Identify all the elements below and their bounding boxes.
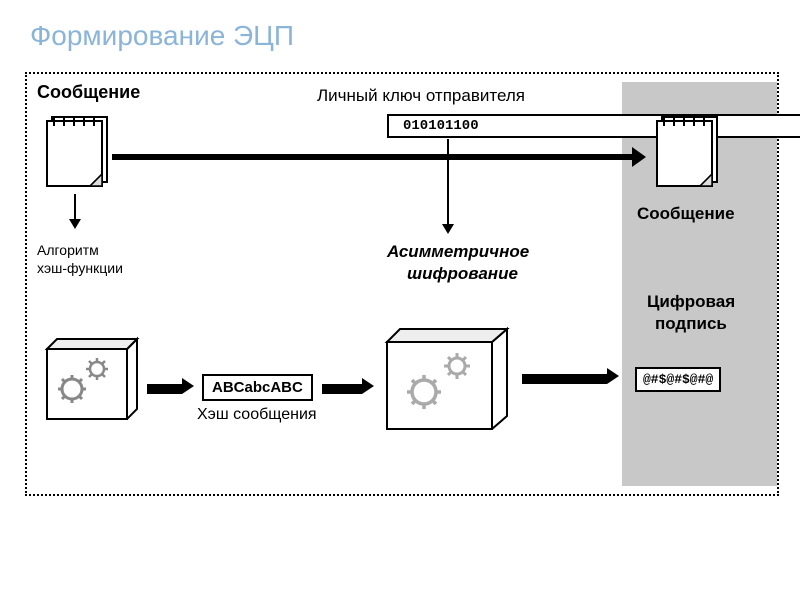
message-label-left: Сообщение <box>37 82 140 103</box>
hash-box-icon <box>42 334 142 429</box>
private-key-label: Личный ключ отправителя <box>317 86 525 106</box>
hash-algo-label-2: хэш-функции <box>37 260 123 276</box>
key-bits-box: 010101100 <box>387 114 800 138</box>
arrow-hash-1 <box>147 384 182 394</box>
sig-value-box: @#$@#$@#@ <box>635 367 721 392</box>
arrow-sig <box>522 374 607 384</box>
key-bits-value: 010101100 <box>403 118 479 134</box>
digital-sig-label-2: подпись <box>655 314 727 334</box>
asym-enc-label-1: Асимметричное <box>387 242 529 262</box>
encrypt-box-icon <box>382 324 512 439</box>
hash-value-box: ABCabcABC <box>202 374 313 401</box>
key-down-arrow <box>447 139 449 224</box>
down-arrow-left <box>74 194 76 219</box>
notepad-left-icon <box>42 109 112 194</box>
notepad-right-icon <box>652 109 722 194</box>
hash-msg-label: Хэш сообщения <box>197 406 317 424</box>
hash-algo-label-1: Алгоритм <box>37 242 99 258</box>
diagram-container: Сообщение Личный ключ отправителя 010101… <box>25 72 779 496</box>
hash-value: ABCabcABC <box>212 379 303 396</box>
message-label-right: Сообщение <box>637 204 735 224</box>
page-title: Формирование ЭЦП <box>30 20 780 52</box>
main-arrow <box>112 154 632 160</box>
asym-enc-label-2: шифрование <box>407 264 518 284</box>
digital-sig-label-1: Цифровая <box>647 292 735 312</box>
sig-value: @#$@#$@#@ <box>643 372 713 387</box>
arrow-hash-2 <box>322 384 362 394</box>
